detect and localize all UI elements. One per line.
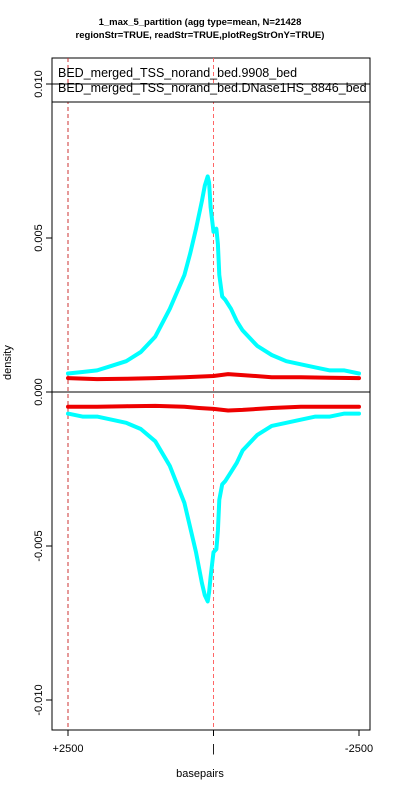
chart-title: 1_max_5_partition (agg type=mean, N=2142… [98, 17, 302, 28]
series-line-1 [66, 174, 361, 376]
series-line-3 [66, 372, 361, 382]
y-tick-label-3: 0.000 [33, 378, 45, 406]
y-axis-label: density [2, 345, 14, 380]
x-tick-label-1: +2500 [53, 743, 84, 755]
series-line-2 [66, 411, 361, 604]
legend-entry-2: BED_merged_TSS_norand_bed.DNase1HS_8846_… [58, 81, 367, 95]
legend-entry-1: BED_merged_TSS_norand_bed.9908_bed [58, 66, 297, 80]
legend-box-border [51, 83, 371, 103]
x-tick-label-3: -2500 [345, 743, 373, 755]
y-tick-label-5: -0.010 [33, 684, 45, 715]
plot-frame [51, 57, 371, 731]
y-tick-label-4: -0.005 [33, 530, 45, 561]
x-tick-label-2: | [212, 743, 215, 755]
y-tick-label-2: 0.005 [33, 224, 45, 252]
series-line-4 [66, 403, 361, 413]
chart-subtitle: regionStr=TRUE, readStr=TRUE,plotRegStrO… [75, 30, 325, 41]
y-tick-label-1: 0.010 [33, 70, 45, 98]
x-axis-label: basepairs [176, 768, 224, 780]
